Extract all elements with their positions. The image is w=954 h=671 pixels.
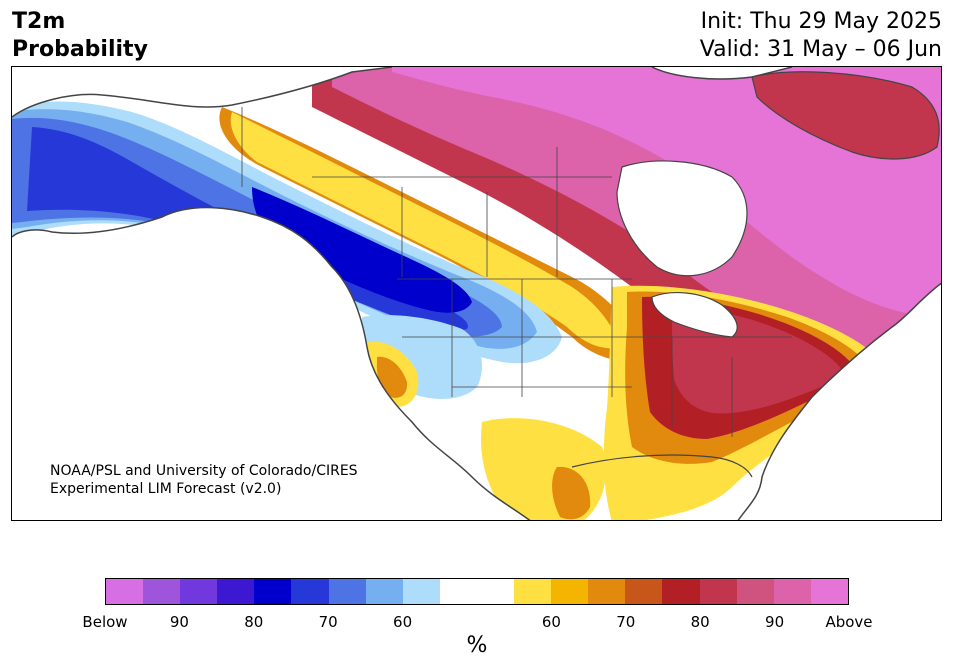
colorbar-segment: [810, 579, 848, 604]
colorbar-segment: [588, 579, 626, 604]
coastline: [12, 67, 941, 520]
colorbar-unit: %: [466, 633, 488, 658]
colorbar-tick-label: 70: [616, 613, 636, 631]
colorbar-tick-label: 90: [765, 613, 785, 631]
title-type: Probability: [12, 37, 148, 62]
probability-map: NOAA/PSL and University of Colorado/CIRE…: [11, 66, 942, 521]
colorbar-segment: [402, 579, 440, 604]
colorbar-tick-label: Below: [82, 613, 128, 631]
political-borders: [241, 107, 792, 437]
colorbar-segment: [143, 579, 181, 604]
colorbar-segment: [699, 579, 737, 604]
credit-line-2: Experimental LIM Forecast (v2.0): [50, 481, 281, 497]
colorbar-segment: [291, 579, 329, 604]
colorbar-segment: [217, 579, 255, 604]
colorbar-segment: [773, 579, 811, 604]
colorbar-segment: [476, 579, 515, 604]
colorbar-tick-label: 60: [393, 613, 413, 631]
hudson-bay: [616, 160, 748, 277]
colorbar-segment: [106, 579, 144, 604]
colorbar-tick-label: 80: [244, 613, 264, 631]
colorbar-segment: [625, 579, 663, 604]
colorbar-segment: [514, 579, 552, 604]
colorbar-tick-label: 70: [318, 613, 338, 631]
colorbar-segment: [439, 579, 477, 604]
colorbar-segment: [254, 579, 292, 604]
colorbar-segment: [180, 579, 218, 604]
colorbar-tick-label: 90: [169, 613, 189, 631]
colorbar-tick-label: 60: [541, 613, 561, 631]
init-date: Init: Thu 29 May 2025: [700, 9, 942, 34]
valid-dates: Valid: 31 May – 06 Jun: [699, 37, 942, 62]
probability-colorbar: [105, 578, 849, 605]
colorbar-segment: [662, 579, 700, 604]
title-variable: T2m: [12, 9, 66, 34]
land-shading: [12, 67, 941, 520]
colorbar-segment: [551, 579, 589, 604]
colorbar-segment: [736, 579, 774, 604]
colorbar-segment: [328, 579, 366, 604]
colorbar-segment: [365, 579, 403, 604]
gulf-coast: [571, 454, 753, 478]
map-canvas: NOAA/PSL and University of Colorado/CIRE…: [12, 67, 941, 520]
colorbar-tick-label: Above: [825, 613, 873, 631]
map-title: T2m Probability: [12, 8, 148, 64]
credit-line-1: NOAA/PSL and University of Colorado/CIRE…: [50, 463, 358, 479]
colorbar-tick-label: 80: [690, 613, 710, 631]
forecast-dates: Init: Thu 29 May 2025 Valid: 31 May – 06…: [700, 8, 942, 64]
greenland: [751, 71, 940, 160]
